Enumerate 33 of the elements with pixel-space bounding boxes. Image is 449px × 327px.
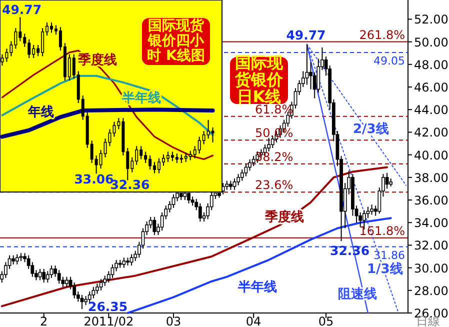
y-tick-label: 28.00 — [414, 284, 448, 298]
annotation: 49.77 — [2, 2, 42, 18]
ref-line-label: 31.86 — [374, 248, 405, 262]
x-tick-label: 2 — [40, 314, 48, 327]
series-label: 1/3线 — [367, 262, 403, 277]
text: 国际现货银价日K线 — [234, 53, 283, 106]
y-tick-label: 48.00 — [414, 58, 448, 72]
x-tick-label: 04 — [246, 314, 262, 327]
y-tick-label: 30.00 — [414, 261, 448, 276]
annotation: 261.8% — [359, 28, 405, 42]
series-label: 年线 — [27, 105, 54, 120]
annotation: 26.35 — [88, 299, 128, 314]
y-tick-label: 46.00 — [414, 80, 448, 95]
y-tick-label: 40.00 — [414, 148, 448, 162]
y-tick-label: 34.00 — [414, 216, 448, 230]
series-label: 半年线 — [237, 280, 277, 295]
y-tick-label: 36.00 — [414, 194, 448, 208]
annotation: 161.8% — [359, 224, 405, 238]
y-tick-label: 32.00 — [414, 238, 448, 253]
ref-line-label: 49.05 — [374, 54, 405, 68]
series-label: 阻速线 — [338, 287, 377, 302]
y-tick-label: 38.00 — [414, 170, 448, 185]
series-label: 2/3线 — [353, 122, 389, 137]
x-tick-label: 2011/02 — [84, 314, 134, 327]
annotation: 49.77 — [286, 27, 326, 42]
annotation: 23.6% — [255, 178, 294, 192]
y-tick-label: 42.00 — [414, 126, 448, 140]
y-tick-label: 44.00 — [414, 103, 448, 118]
text: 国际现货银价四小时 K线图 — [146, 18, 206, 64]
x-tick-label: 05 — [318, 314, 334, 327]
y-tick-label: 52.00 — [414, 12, 448, 27]
y-tick-label: 50.00 — [414, 35, 448, 50]
x-tick-label: 03 — [166, 314, 182, 327]
